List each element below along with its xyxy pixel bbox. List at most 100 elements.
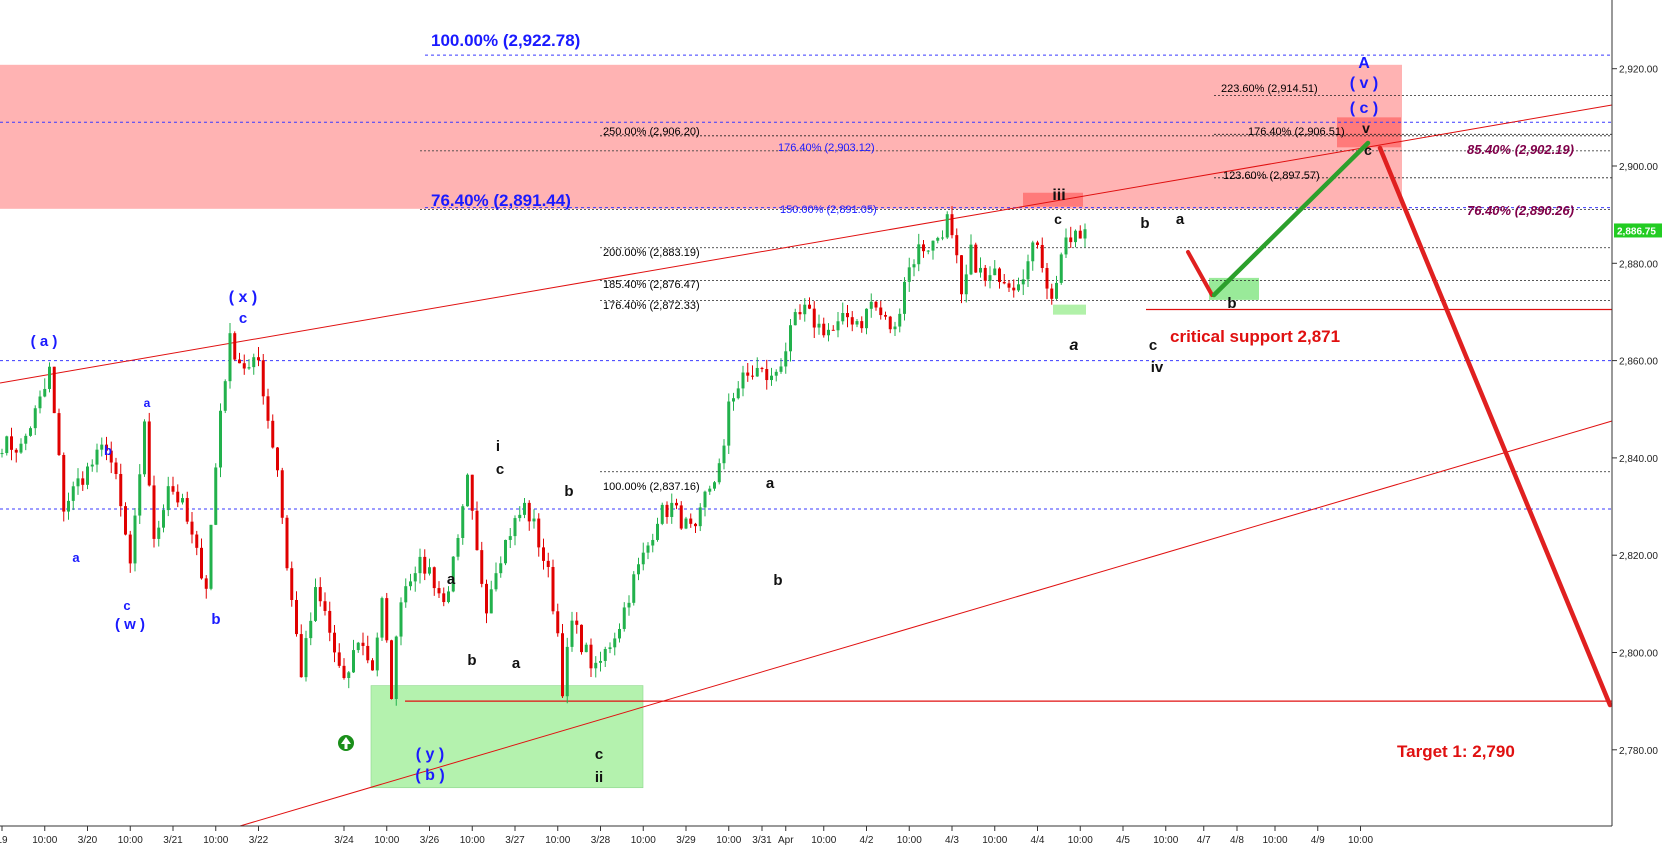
wave-label-black: iii: [1052, 187, 1065, 204]
candle-body: [527, 502, 531, 522]
candle-body: [176, 491, 180, 503]
x-tick-label: 3/21: [163, 835, 183, 846]
wave-label-black: iv: [1151, 359, 1164, 376]
candle-body: [869, 301, 873, 309]
candle-body: [974, 244, 978, 273]
candle-body: [656, 523, 659, 540]
candle-body: [589, 644, 593, 669]
candle-body: [603, 649, 607, 661]
candle-body: [746, 372, 750, 376]
candle-body: [850, 317, 854, 325]
candle-body: [461, 506, 465, 538]
candle-body: [119, 473, 123, 507]
support-zone: [370, 685, 644, 789]
candle-body: [43, 388, 47, 397]
projection-down-to-b: [1186, 250, 1214, 297]
candle-body: [732, 398, 735, 402]
wave-iii-box: [1023, 192, 1083, 207]
candle-body: [190, 521, 194, 535]
candle-body: [67, 500, 70, 512]
candle-body: [798, 312, 802, 315]
candle-body: [114, 462, 118, 474]
candle-body: [499, 563, 503, 574]
wave-label-black: a: [447, 571, 456, 588]
candle-body: [428, 567, 431, 574]
candle-body: [52, 366, 56, 414]
candle-body: [333, 632, 336, 653]
candle-body: [361, 642, 365, 646]
y-tick-label: 2,840.00: [1619, 454, 1658, 465]
y-tick-label: 2,880.00: [1619, 259, 1658, 270]
projection-down-to-target: [1377, 145, 1613, 708]
candle-body: [741, 372, 745, 389]
x-tick-label: 10:00: [545, 835, 570, 846]
candle-body: [584, 644, 588, 653]
candle-body: [708, 488, 712, 492]
candle-body: [969, 244, 973, 275]
candle-body: [342, 665, 346, 679]
candle-body: [755, 367, 759, 377]
candle-body: [898, 313, 902, 327]
wave-label-black: b: [564, 483, 573, 500]
candle-body: [1040, 244, 1044, 268]
x-tick-label: 3/20: [78, 835, 98, 846]
candle-body: [751, 375, 754, 377]
upper-channel-line: [0, 104, 1613, 384]
candle-body: [836, 321, 840, 331]
candle-body: [404, 586, 408, 603]
candle-body: [518, 514, 522, 519]
wave-label-black: c: [595, 746, 603, 763]
candle-body: [888, 316, 892, 330]
candle-body: [390, 640, 393, 699]
candle-body: [485, 583, 488, 614]
candle-body: [413, 573, 417, 582]
candle-body: [5, 436, 9, 454]
candle-body: [594, 662, 598, 669]
x-tick-label: 4/4: [1031, 835, 1045, 846]
candle-body: [917, 244, 921, 265]
candle-body: [204, 578, 208, 589]
candle-body: [1078, 230, 1082, 239]
fib-label-blue: 176.40% (2,903.12): [778, 142, 875, 154]
wave-label-blue: ( b ): [415, 767, 444, 784]
candle-body: [808, 304, 811, 309]
candle-body: [1017, 284, 1020, 291]
candle-body: [399, 602, 403, 637]
fib-label: 176.40% (2,872.33): [603, 300, 700, 312]
x-tick-label: 3/31: [752, 835, 772, 846]
wave-b-target-box: [1209, 277, 1259, 300]
wave-label-black: c: [1054, 211, 1062, 227]
candle-body: [736, 388, 740, 399]
candle-body: [694, 523, 697, 527]
candle-body: [1031, 242, 1035, 262]
x-tick-label: 10:00: [716, 835, 741, 846]
wave-label-blue: c: [123, 598, 130, 613]
candle-body: [1036, 242, 1039, 245]
fib-label: 223.60% (2,914.51): [1221, 83, 1318, 95]
candle-body: [299, 634, 303, 678]
x-tick-label: 4/9: [1311, 835, 1325, 846]
x-tick-label: 10:00: [1068, 835, 1093, 846]
x-tick-label: 10:00: [374, 835, 399, 846]
resistance-zone: [0, 64, 1402, 209]
candle-body: [223, 381, 227, 411]
candle-body: [33, 408, 37, 429]
candle-body: [627, 602, 631, 608]
wave-label-blue: ( a ): [31, 333, 58, 350]
candle-body: [157, 527, 161, 539]
fib-label: 123.60% (2,897.57): [1223, 170, 1320, 182]
candle-body: [812, 308, 816, 328]
x-tick-label: 10:00: [1348, 835, 1373, 846]
candle-body: [556, 611, 560, 634]
wave-label-black: ii: [595, 769, 603, 786]
candle-body: [337, 652, 341, 666]
x-tick-label: 4/3: [945, 835, 959, 846]
candle-body: [922, 244, 925, 252]
candle-body: [14, 449, 18, 453]
wave-label-black: c: [496, 461, 504, 478]
fib-label: 250.00% (2,906.20): [603, 126, 700, 138]
candle-body: [489, 589, 493, 614]
x-tick-label: 3/29: [676, 835, 696, 846]
x-tick-label: 3/27: [505, 835, 525, 846]
candle-body: [347, 672, 351, 679]
